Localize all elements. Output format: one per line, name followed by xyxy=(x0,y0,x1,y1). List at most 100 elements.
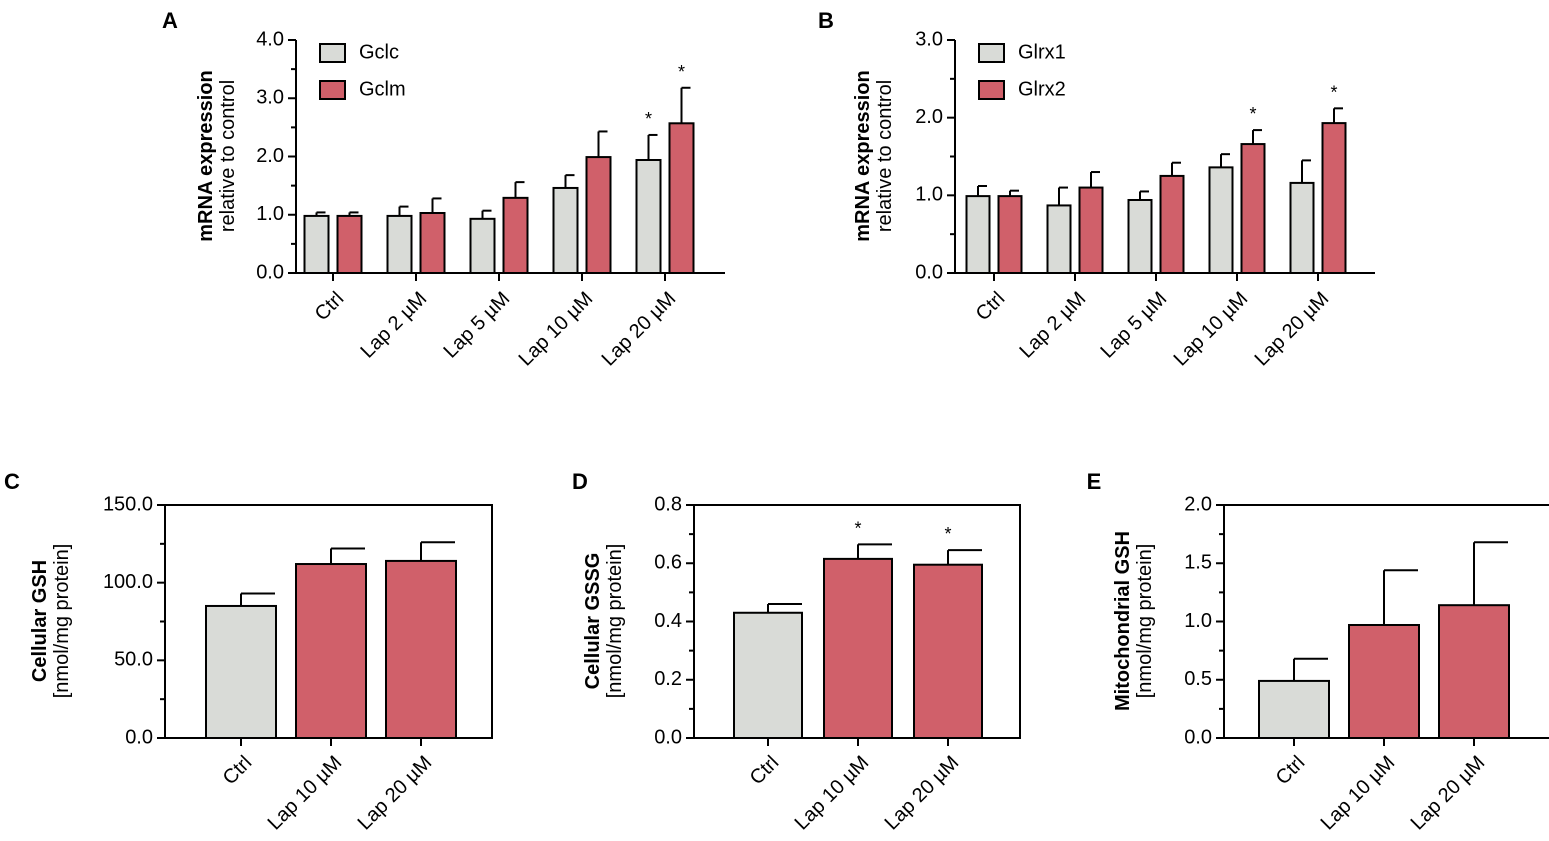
bar-cellular-gsh-1 xyxy=(295,563,367,739)
y-tick-label: 0.5 xyxy=(1184,668,1212,690)
y-axis-title-main: Mitochondrial GSH xyxy=(1112,531,1134,711)
bar-cellular-gssg-2 xyxy=(913,563,983,739)
x-tick-label: Lap 20 µM xyxy=(1407,752,1490,835)
y-tick-label: 0.2 xyxy=(654,668,682,690)
bar-glrx2-0 xyxy=(997,195,1023,274)
bar-mitochondrial-gsh-2 xyxy=(1438,604,1510,739)
y-axis-title-main: Cellular GSH xyxy=(29,560,51,682)
x-tick-label: Ctrl xyxy=(219,752,257,790)
y-tick-label: 0.0 xyxy=(125,726,153,748)
legend-swatch xyxy=(978,80,1005,100)
significance-marker: * xyxy=(645,109,652,129)
y-tick-label: 100.0 xyxy=(103,571,153,593)
y-axis-title: Cellular GSH[nmol/mg protein] xyxy=(29,544,73,699)
x-tick-label: Ctrl xyxy=(746,752,784,790)
significance-marker: * xyxy=(944,524,951,544)
bar-cellular-gsh-0 xyxy=(205,604,277,740)
y-tick-label: 1.5 xyxy=(1184,552,1212,574)
bar-cellular-gssg-0 xyxy=(733,611,803,740)
bar-glrx2-4 xyxy=(1321,122,1347,274)
y-tick-label: 2.0 xyxy=(1184,493,1212,515)
x-tick-label: Lap 10 µM xyxy=(791,752,874,835)
significance-marker: * xyxy=(1330,82,1337,102)
bar-glrx1-4 xyxy=(1289,181,1315,274)
x-tick-label: Ctrl xyxy=(972,288,1010,326)
bar-gclc-2 xyxy=(469,217,496,274)
bar-gclc-1 xyxy=(386,214,413,274)
bar-gclm-2 xyxy=(502,196,529,274)
y-tick-label: 0.8 xyxy=(654,493,682,515)
y-axis-title-sub: relative to control xyxy=(217,80,239,232)
bar-cellular-gssg-1 xyxy=(823,557,893,739)
y-tick-label: 0.4 xyxy=(654,610,682,632)
x-tick-label: Lap 10 µM xyxy=(1170,288,1253,371)
y-tick-label: 0.0 xyxy=(1184,726,1212,748)
bar-glrx2-3 xyxy=(1240,143,1266,274)
bar-cellular-gsh-2 xyxy=(385,559,457,739)
bar-gclc-3 xyxy=(552,186,579,274)
y-tick-label: 2.0 xyxy=(915,106,943,128)
y-tick-label: 1.0 xyxy=(256,203,284,225)
y-tick-label: 2.0 xyxy=(256,145,284,167)
bar-gclm-0 xyxy=(336,214,363,274)
y-tick-label: 150.0 xyxy=(103,493,153,515)
x-tick-label: Lap 10 µM xyxy=(1317,752,1400,835)
x-tick-label: Lap 5 µM xyxy=(439,288,514,363)
y-axis-title: mRNA expressionrelative to control xyxy=(852,70,896,242)
legend-label: Glrx1 xyxy=(1018,41,1066,63)
x-tick-label: Lap 5 µM xyxy=(1096,288,1171,363)
x-tick-label: Lap 20 µM xyxy=(598,288,681,371)
legend-swatch xyxy=(978,43,1005,63)
bar-mitochondrial-gsh-0 xyxy=(1258,679,1330,739)
legend-label: Gclc xyxy=(359,41,399,63)
panel-c: C Cellular GSH[nmol/mg protein] 0.0 50.0 100… xyxy=(4,469,493,835)
y-tick-label: 50.0 xyxy=(114,649,153,671)
y-tick-label: 3.0 xyxy=(915,28,943,50)
x-tick-label: Lap 10 µM xyxy=(515,288,598,371)
legend-label: Glrx2 xyxy=(1018,78,1066,100)
y-axis-title-main: mRNA expression xyxy=(195,70,217,242)
x-tick-label: Ctrl xyxy=(311,288,349,326)
y-axis-title-sub: [nmol/mg protein] xyxy=(1134,544,1156,699)
bar-gclc-0 xyxy=(303,214,330,274)
panel-letter: A xyxy=(162,8,178,33)
bar-gclc-4 xyxy=(635,158,662,274)
significance-marker: * xyxy=(854,518,861,538)
x-tick-label: Lap 20 µM xyxy=(1251,288,1334,371)
y-tick-label: 0.0 xyxy=(654,726,682,748)
legend-label: Gclm xyxy=(359,78,406,100)
bar-glrx1-3 xyxy=(1208,166,1234,274)
legend-swatch xyxy=(319,43,346,63)
y-axis-title-sub: [nmol/mg protein] xyxy=(604,544,626,699)
bar-gclm-4 xyxy=(668,122,695,274)
significance-marker: * xyxy=(1249,104,1256,124)
legend-swatch xyxy=(319,80,346,100)
y-axis-title: mRNA expressionrelative to control xyxy=(195,70,239,242)
x-tick-label: Lap 20 µM xyxy=(881,752,964,835)
y-tick-label: 0.0 xyxy=(256,261,284,283)
y-axis-title-sub: [nmol/mg protein] xyxy=(51,544,73,699)
y-tick-label: 0.6 xyxy=(654,552,682,574)
x-tick-label: Ctrl xyxy=(1272,752,1310,790)
x-tick-label: Lap 2 µM xyxy=(356,288,431,363)
significance-marker: * xyxy=(678,62,685,82)
y-axis-title-main: mRNA expression xyxy=(852,70,874,242)
y-tick-label: 3.0 xyxy=(256,87,284,109)
bar-gclm-1 xyxy=(419,212,446,275)
y-axis-title-sub: relative to control xyxy=(874,80,896,232)
bar-glrx1-1 xyxy=(1046,204,1072,274)
y-tick-label: 1.0 xyxy=(1184,610,1212,632)
panel-e: E Mitochondrial GSH[nmol/mg protein] 0.0 0.… xyxy=(1087,469,1549,835)
x-tick-label: Lap 20 µM xyxy=(354,752,437,835)
bar-glrx1-2 xyxy=(1127,198,1153,274)
x-tick-label: Lap 2 µM xyxy=(1015,288,1090,363)
panel-letter: E xyxy=(1087,469,1102,494)
bar-mitochondrial-gsh-1 xyxy=(1348,623,1420,739)
panel-letter: C xyxy=(4,469,20,494)
x-tick-label: Lap 10 µM xyxy=(264,752,347,835)
y-axis-title-main: Cellular GSSG xyxy=(582,553,604,690)
y-tick-label: 1.0 xyxy=(915,184,943,206)
